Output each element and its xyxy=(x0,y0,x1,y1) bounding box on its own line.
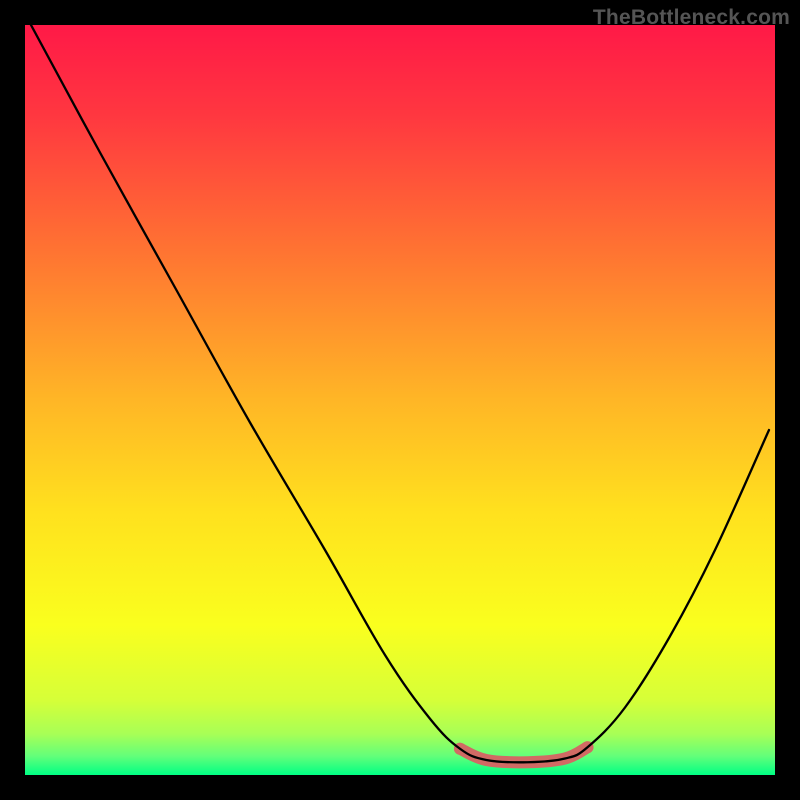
bottleneck-curve-chart xyxy=(25,25,775,775)
watermark-text: TheBottleneck.com xyxy=(593,6,790,30)
plot-area xyxy=(25,25,775,775)
gradient-background xyxy=(25,25,775,775)
chart-frame: TheBottleneck.com xyxy=(0,0,800,800)
